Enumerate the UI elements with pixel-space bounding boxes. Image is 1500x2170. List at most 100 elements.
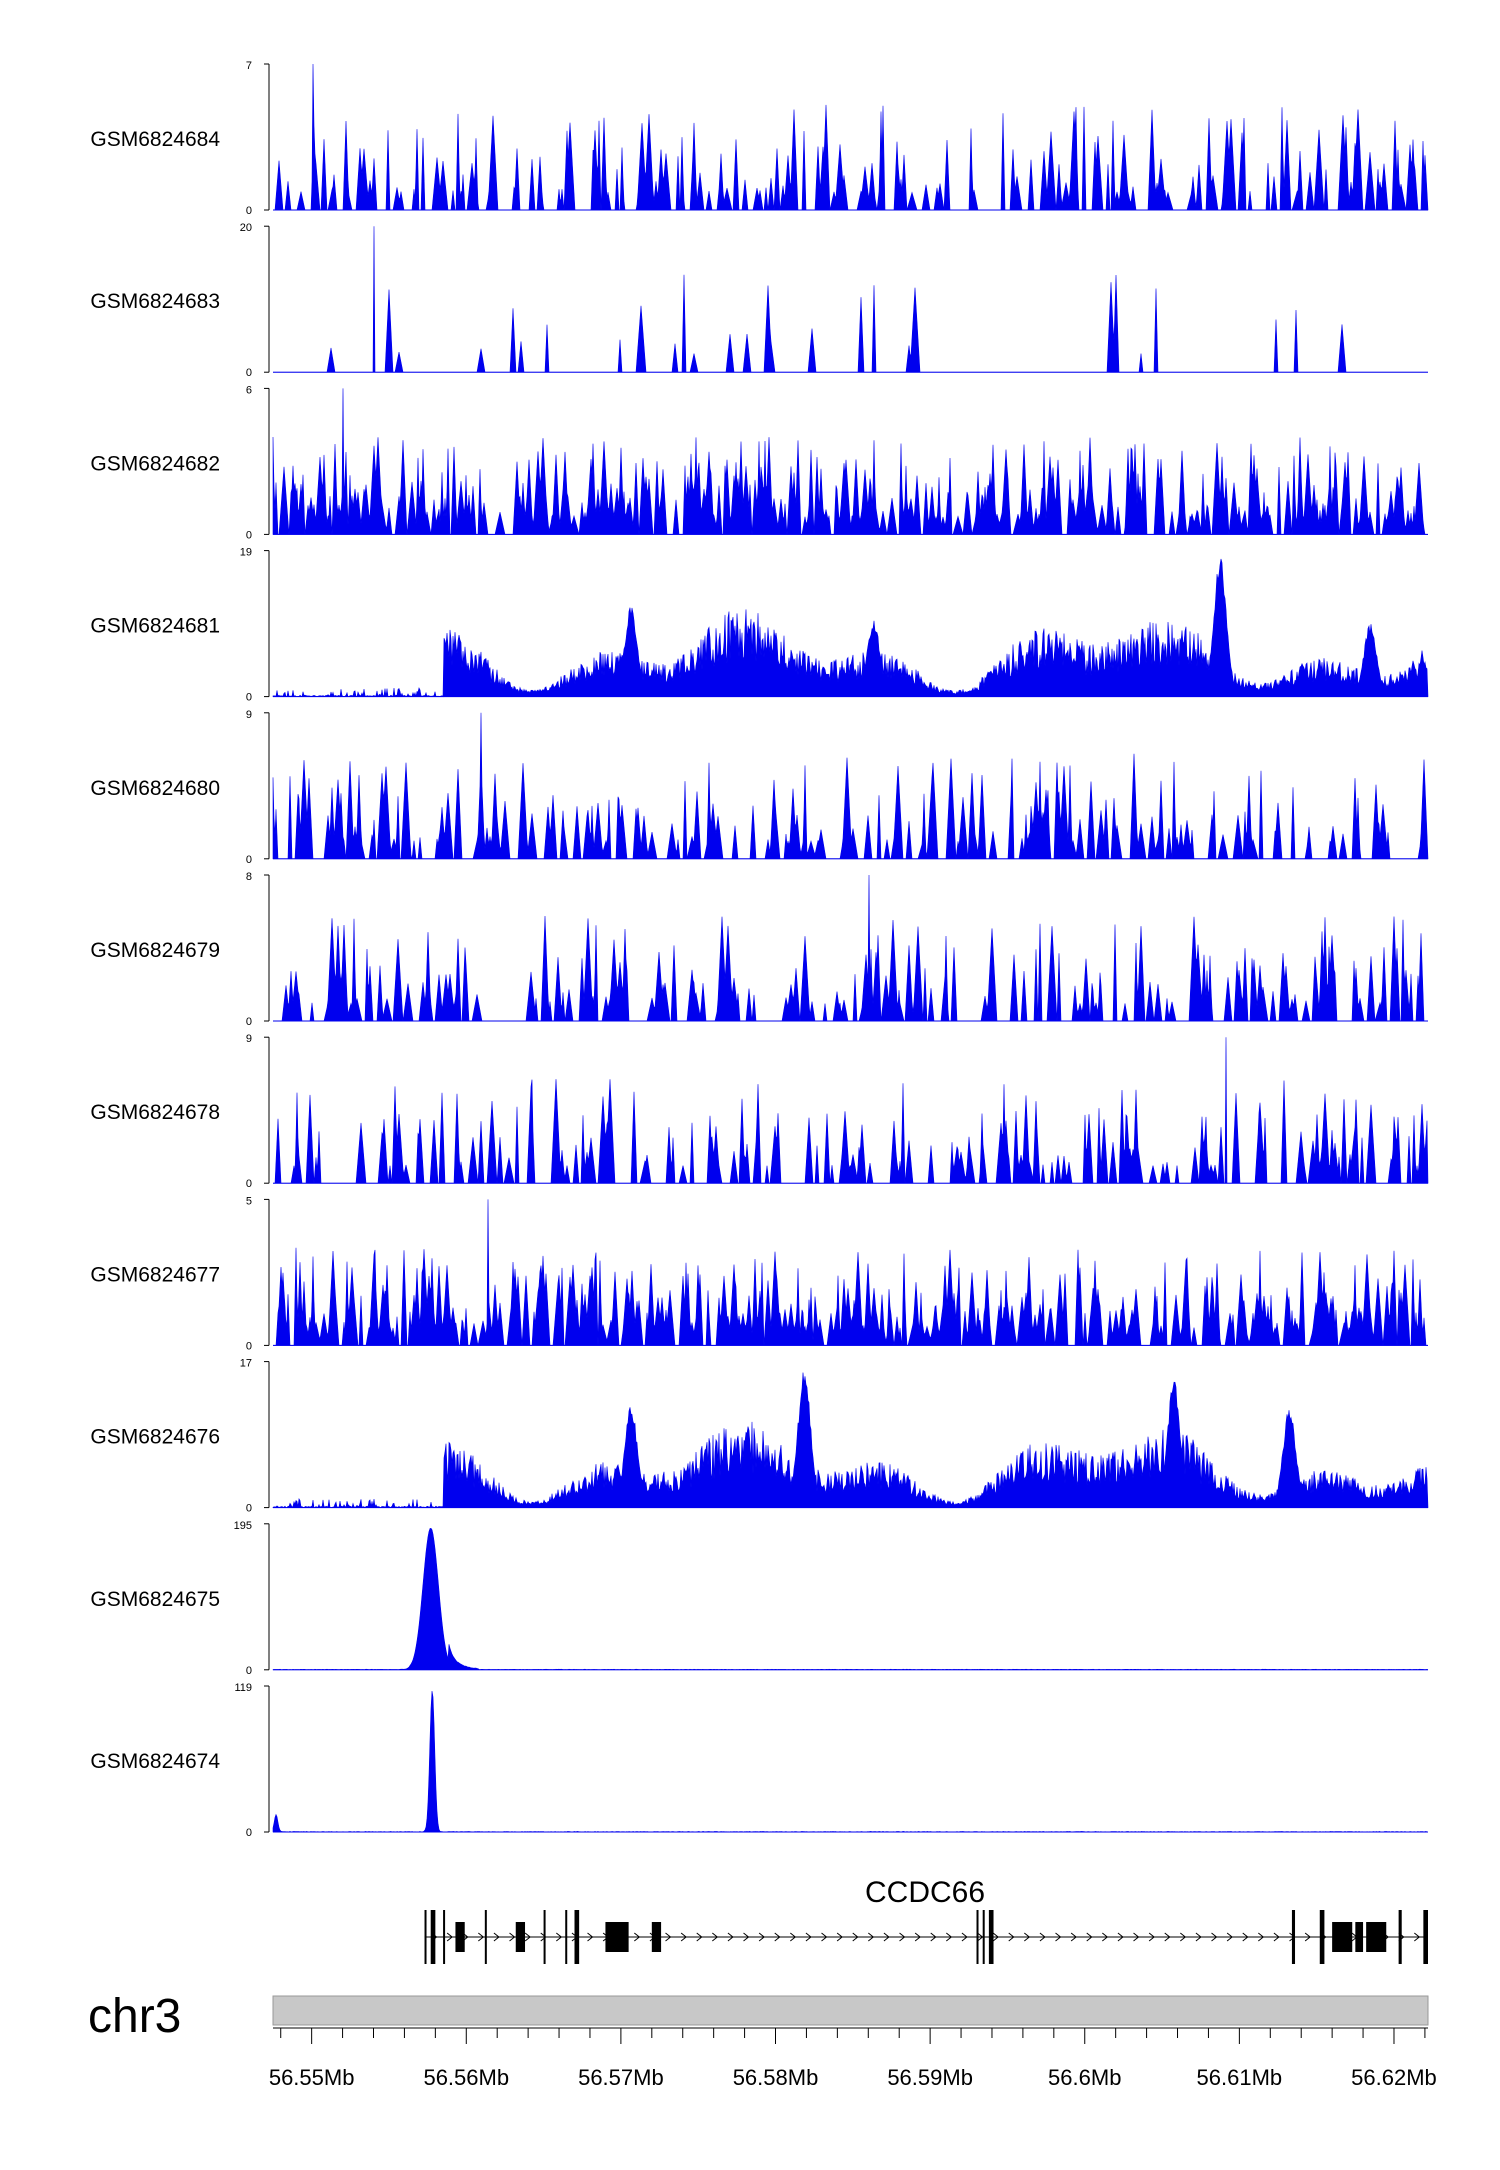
y-min-label: 0 — [246, 1340, 252, 1352]
genome-axis: chr3 56.55Mb 56.56Mb 56.57Mb 56.58Mb 56.59Mb… — [88, 1990, 1437, 2090]
strand-arrow — [805, 1932, 812, 1942]
strand-arrow — [1180, 1932, 1187, 1942]
exon — [651, 1922, 662, 1952]
y-max-label: 119 — [234, 1682, 252, 1694]
track-GSM6824675: GSM6824675 195 0 — [90, 1520, 1429, 1677]
y-min-label: 0 — [246, 529, 252, 541]
y-min-label: 0 — [246, 854, 252, 866]
strand-arrow — [961, 1932, 968, 1942]
track-GSM6824681: GSM6824681 19 0 — [90, 547, 1429, 704]
strand-arrow — [1148, 1932, 1155, 1942]
strand-arrow — [852, 1932, 859, 1942]
y-max-label: 195 — [234, 1520, 252, 1532]
strand-arrow — [1024, 1932, 1031, 1942]
track-label: GSM6824676 — [90, 1426, 220, 1449]
strand-arrow — [524, 1932, 531, 1942]
track-label: GSM6824677 — [90, 1263, 220, 1286]
strand-arrow — [914, 1932, 921, 1942]
gene-name-label: CCDC66 — [865, 1876, 985, 1909]
x-tick-label: 56.55Mb — [269, 2065, 355, 2090]
strand-arrow — [587, 1932, 594, 1942]
exon — [443, 1910, 446, 1964]
coverage-area — [272, 388, 1428, 535]
track-label: GSM6824680 — [90, 777, 220, 800]
exon — [515, 1922, 526, 1952]
y-max-label: 9 — [246, 1033, 252, 1045]
strand-arrow — [478, 1932, 485, 1942]
strand-arrow — [1070, 1932, 1077, 1942]
track-GSM6824678: GSM6824678 9 0 — [90, 1033, 1429, 1190]
y-max-label: 17 — [240, 1358, 252, 1370]
exon — [1355, 1922, 1364, 1952]
y-max-label: 19 — [240, 547, 252, 559]
exon — [430, 1910, 436, 1964]
strand-arrow — [1164, 1932, 1171, 1942]
exon — [1366, 1922, 1387, 1952]
x-tick-label: 56.58Mb — [733, 2065, 819, 2090]
y-max-label: 5 — [246, 1195, 252, 1207]
y-min-label: 0 — [246, 692, 252, 704]
strand-arrow — [790, 1932, 797, 1942]
y-min-label: 0 — [246, 205, 252, 217]
exon — [1319, 1910, 1325, 1964]
y-min-label: 0 — [246, 1178, 252, 1190]
coverage-area — [273, 226, 1428, 373]
strand-arrow — [992, 1932, 999, 1942]
y-min-label: 0 — [246, 367, 252, 379]
y-min-label: 0 — [246, 1016, 252, 1028]
y-min-label: 0 — [246, 1665, 252, 1677]
track-label: GSM6824674 — [90, 1750, 220, 1773]
strand-arrow — [1039, 1932, 1046, 1942]
strand-arrow — [680, 1932, 687, 1942]
strand-arrow — [1226, 1932, 1233, 1942]
strand-arrow — [1304, 1932, 1311, 1942]
strand-arrow — [883, 1932, 890, 1942]
coverage-area — [273, 63, 1429, 211]
chromosome-ideogram-bar — [272, 1995, 1429, 2026]
exon — [1423, 1910, 1428, 1964]
track-GSM6824684: GSM6824684 7 0 — [90, 60, 1429, 217]
y-max-label: 7 — [246, 60, 252, 72]
strand-arrow — [1086, 1932, 1093, 1942]
strand-arrow — [899, 1932, 906, 1942]
strand-arrow — [1055, 1932, 1062, 1942]
exon — [1332, 1922, 1353, 1952]
strand-arrow — [493, 1932, 500, 1942]
strand-arrow — [1133, 1932, 1140, 1942]
coverage-area — [272, 558, 1429, 698]
strand-arrow — [712, 1932, 719, 1942]
track-label: GSM6824684 — [90, 128, 220, 151]
track-GSM6824682: GSM6824682 6 0 — [90, 384, 1428, 541]
strand-arrow — [634, 1932, 641, 1942]
track-GSM6824677: GSM6824677 5 0 — [90, 1195, 1428, 1352]
x-tick-label: 56.59Mb — [887, 2065, 973, 2090]
coverage-area — [273, 1037, 1429, 1184]
strand-arrow — [836, 1932, 843, 1942]
exon — [574, 1910, 580, 1964]
strand-arrow — [665, 1932, 672, 1942]
track-label: GSM6824678 — [90, 1101, 220, 1124]
strand-arrow — [977, 1932, 984, 1942]
strand-arrow — [509, 1932, 516, 1942]
strand-arrow — [1273, 1932, 1280, 1942]
track-GSM6824683: GSM6824683 20 0 — [90, 222, 1428, 379]
exon — [988, 1910, 994, 1964]
strand-arrow — [930, 1932, 937, 1942]
strand-arrow — [446, 1932, 453, 1942]
strand-arrow — [743, 1932, 750, 1942]
exon — [424, 1910, 427, 1964]
track-label: GSM6824679 — [90, 939, 220, 962]
strand-arrow — [1117, 1932, 1124, 1942]
strand-arrow — [1414, 1932, 1421, 1942]
y-min-label: 0 — [246, 1827, 252, 1839]
chromosome-label: chr3 — [88, 1990, 181, 2043]
coverage-area — [272, 1690, 1429, 1833]
track-GSM6824674: GSM6824674 119 0 — [90, 1682, 1429, 1839]
x-tick-label: 56.62Mb — [1351, 2065, 1437, 2090]
strand-arrow — [1242, 1932, 1249, 1942]
y-max-label: 20 — [240, 222, 252, 234]
strand-arrow — [1258, 1932, 1265, 1942]
exon — [982, 1910, 985, 1964]
strand-arrow — [868, 1932, 875, 1942]
coverage-area — [273, 874, 1428, 1022]
